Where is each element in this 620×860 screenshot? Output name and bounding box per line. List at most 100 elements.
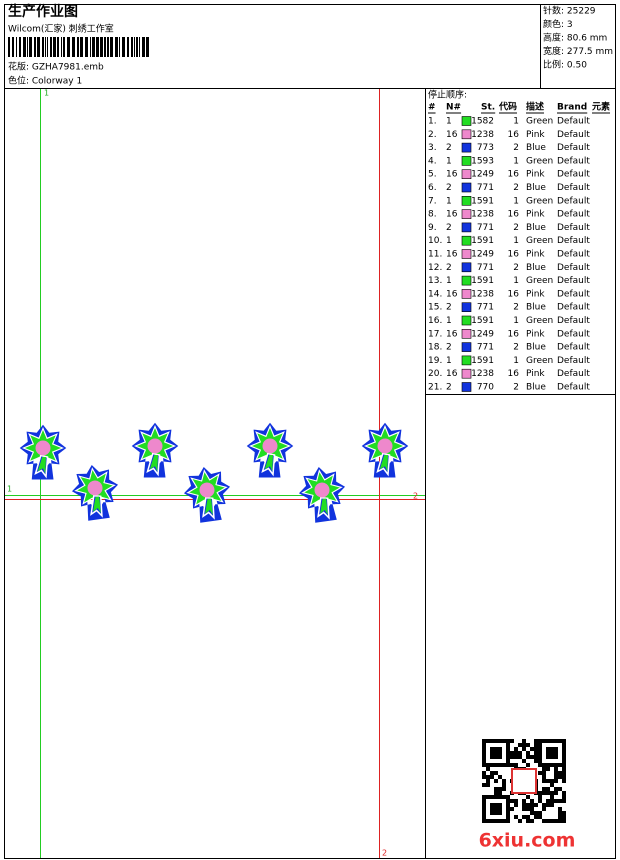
qr-module xyxy=(542,807,546,811)
flower xyxy=(246,422,294,479)
cell: Blue xyxy=(526,343,546,353)
cell: 7. xyxy=(428,196,437,206)
qr-module xyxy=(554,799,558,803)
qr-module xyxy=(562,819,566,823)
barcode-bar xyxy=(146,37,149,57)
qr-module xyxy=(538,739,542,743)
barcode-bar xyxy=(92,37,95,57)
qr-module xyxy=(482,751,486,755)
cell: 771 xyxy=(477,303,494,313)
qr-module xyxy=(534,755,538,759)
qr-module xyxy=(510,739,514,743)
cell: Default xyxy=(557,183,590,193)
qr-module xyxy=(490,755,494,759)
qr-module xyxy=(530,747,534,751)
qr-module xyxy=(522,759,526,763)
qr-logo xyxy=(511,768,537,794)
column-header: 元素 xyxy=(592,101,610,113)
barcode-bar xyxy=(12,37,14,57)
barcode-bar xyxy=(136,37,138,57)
qr-module xyxy=(554,747,558,751)
qr-module xyxy=(498,803,502,807)
barcode-bar xyxy=(115,37,118,57)
cell: 20. xyxy=(428,369,442,379)
qr-module xyxy=(534,815,538,819)
page-frame xyxy=(4,4,616,859)
qr-module xyxy=(538,755,542,759)
barcode-bar xyxy=(80,37,83,57)
cell: 1238 xyxy=(471,210,494,220)
cell: 9. xyxy=(428,223,437,233)
cell: Pink xyxy=(526,289,545,299)
cell: 2 xyxy=(446,343,452,353)
qr-module xyxy=(494,747,498,751)
qr-module xyxy=(546,791,550,795)
qr-module xyxy=(554,767,558,771)
cell: 1 xyxy=(446,156,452,166)
cell: 1 xyxy=(513,117,519,127)
cell: Pink xyxy=(526,250,545,260)
qr-module xyxy=(514,803,518,807)
watermark: 6xiu.com xyxy=(479,830,576,852)
qr-module xyxy=(510,751,514,755)
stop-sequence-table: # N# St. 代码 描述 Brand 元素 1. 1 1582 1 Green Default 2. 1… xyxy=(428,101,611,393)
qr-code xyxy=(482,739,566,823)
qr-module xyxy=(522,807,526,811)
qr-module xyxy=(502,795,506,799)
qr-module xyxy=(502,739,506,743)
qr-module xyxy=(542,791,546,795)
barcode-bar xyxy=(61,37,62,57)
cell: 1 xyxy=(446,196,452,206)
cell: 2 xyxy=(513,223,519,233)
qr-module xyxy=(538,771,542,775)
qr-module xyxy=(490,739,494,743)
qr-module xyxy=(514,763,518,767)
qr-module xyxy=(562,779,566,783)
flower xyxy=(294,462,351,526)
qr-module xyxy=(554,755,558,759)
panel-title: 停止顺序: xyxy=(428,89,467,101)
stat: 颜色: 3 xyxy=(543,18,573,30)
cell: 2 xyxy=(513,263,519,273)
qr-module xyxy=(562,743,566,747)
cell: 11. xyxy=(428,250,442,260)
qr-module xyxy=(498,763,502,767)
qr-module xyxy=(558,815,562,819)
cell: 2 xyxy=(446,303,452,313)
barcode-bar xyxy=(85,37,88,57)
qr-module xyxy=(486,795,490,799)
cell: 10. xyxy=(428,236,442,246)
qr-module xyxy=(482,755,486,759)
qr-module xyxy=(498,819,502,823)
cell: 2. xyxy=(428,130,437,140)
barcode-bar xyxy=(19,37,21,57)
qr-module xyxy=(514,815,518,819)
qr-module xyxy=(542,775,546,779)
cell: Green xyxy=(526,196,553,206)
stat: 高度: 80.6 mm xyxy=(543,32,607,44)
cell: 2 xyxy=(513,383,519,393)
qr-module xyxy=(554,779,558,783)
column-header: St. xyxy=(481,103,495,113)
qr-module xyxy=(546,803,550,807)
cell: 5. xyxy=(428,170,437,180)
cell: Blue xyxy=(526,383,546,393)
color-swatch xyxy=(461,328,472,339)
qr-module xyxy=(534,747,538,751)
qr-module xyxy=(502,783,506,787)
qr-module xyxy=(482,811,486,815)
cell: Blue xyxy=(526,263,546,273)
qr-module xyxy=(538,811,542,815)
qr-module xyxy=(538,799,542,803)
barcode-bar xyxy=(67,37,70,57)
qr-module xyxy=(498,787,502,791)
qr-module xyxy=(562,815,566,819)
barcode-bar xyxy=(119,37,120,57)
qr-module xyxy=(542,803,546,807)
qr-module xyxy=(550,791,554,795)
guide-label: 1 xyxy=(7,485,12,494)
qr-module xyxy=(490,811,494,815)
color-swatch xyxy=(461,315,472,326)
flower xyxy=(361,422,409,479)
